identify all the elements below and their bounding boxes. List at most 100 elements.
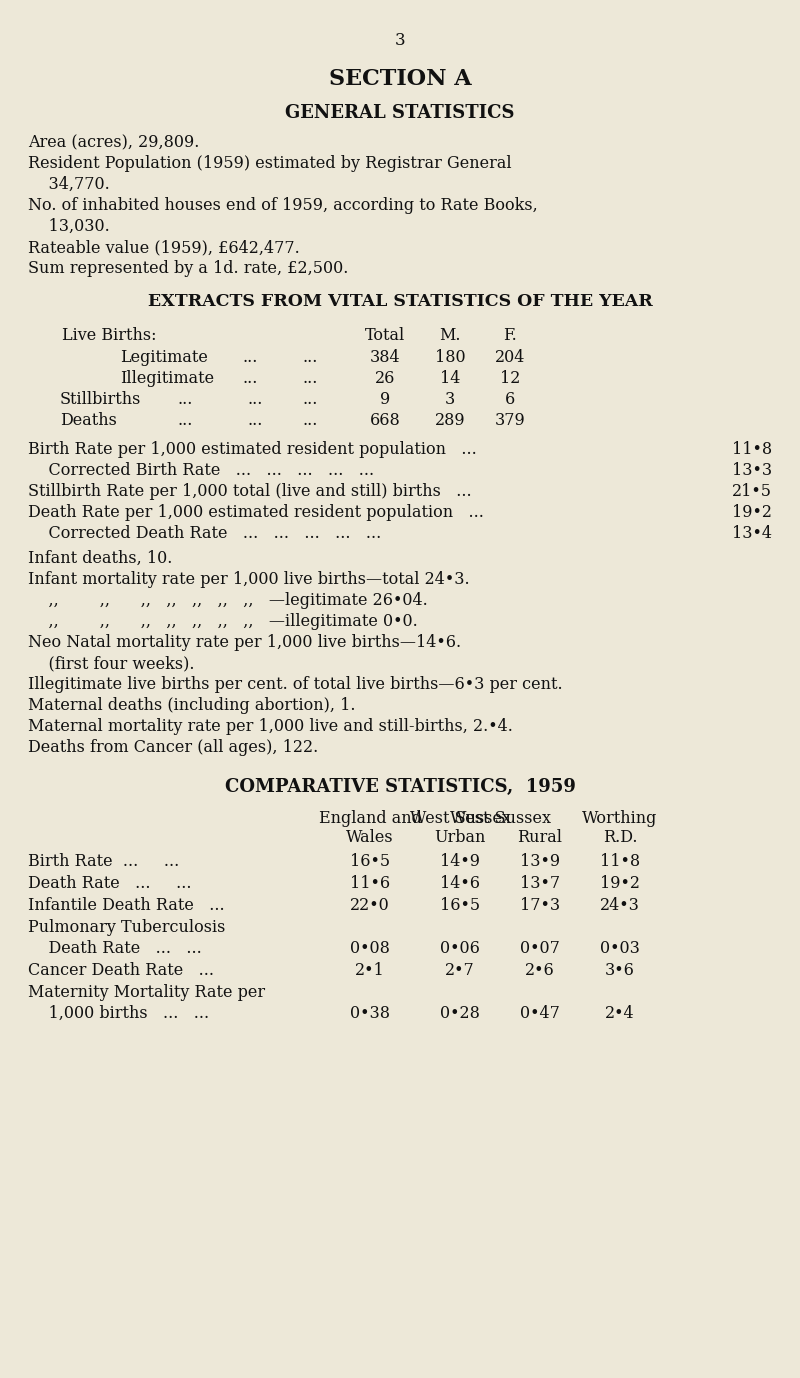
- Text: 6: 6: [505, 391, 515, 408]
- Text: Maternal mortality rate per 1,000 live and still-births, 2.•4.: Maternal mortality rate per 1,000 live a…: [28, 718, 513, 734]
- Text: 0•08: 0•08: [350, 940, 390, 956]
- Text: 22•0: 22•0: [350, 897, 390, 914]
- Text: Deaths: Deaths: [60, 412, 117, 429]
- Text: ...: ...: [247, 391, 262, 408]
- Text: ...: ...: [178, 391, 193, 408]
- Text: 204: 204: [495, 349, 525, 367]
- Text: 11•8: 11•8: [732, 441, 772, 457]
- Text: EXTRACTS FROM VITAL STATISTICS OF THE YEAR: EXTRACTS FROM VITAL STATISTICS OF THE YE…: [148, 294, 652, 310]
- Text: 19•2: 19•2: [732, 504, 772, 521]
- Text: 2•6: 2•6: [525, 962, 555, 978]
- Text: ...: ...: [242, 349, 258, 367]
- Text: 0•07: 0•07: [520, 940, 560, 956]
- Text: 21•5: 21•5: [732, 484, 772, 500]
- Text: 13,030.: 13,030.: [28, 218, 110, 236]
- Text: Live Births:: Live Births:: [62, 327, 157, 344]
- Text: ...: ...: [302, 349, 318, 367]
- Text: 17•3: 17•3: [520, 897, 560, 914]
- Text: West Sussex: West Sussex: [450, 810, 550, 827]
- Text: F.: F.: [503, 327, 517, 344]
- Text: Cancer Death Rate   ...: Cancer Death Rate ...: [28, 962, 214, 978]
- Text: 0•28: 0•28: [440, 1005, 480, 1022]
- Text: 1,000 births   ...   ...: 1,000 births ... ...: [28, 1005, 209, 1022]
- Text: Legitimate: Legitimate: [120, 349, 208, 367]
- Text: 16•5: 16•5: [440, 897, 480, 914]
- Text: ,,        ,,      ,,   ,,   ,,   ,,   ,,   —legitimate 26•04.: ,, ,, ,, ,, ,, ,, ,, —legitimate 26•04.: [28, 593, 428, 609]
- Text: ...: ...: [302, 371, 318, 387]
- Text: West Sussex: West Sussex: [410, 810, 510, 827]
- Text: 180: 180: [434, 349, 466, 367]
- Text: SECTION A: SECTION A: [329, 68, 471, 90]
- Text: ...: ...: [242, 371, 258, 387]
- Text: Corrected Death Rate   ...   ...   ...   ...   ...: Corrected Death Rate ... ... ... ... ...: [28, 525, 382, 542]
- Text: 13•9: 13•9: [520, 853, 560, 870]
- Text: ...: ...: [178, 412, 193, 429]
- Text: 668: 668: [370, 412, 400, 429]
- Text: Total: Total: [365, 327, 405, 344]
- Text: 0•47: 0•47: [520, 1005, 560, 1022]
- Text: Rateable value (1959), £642,477.: Rateable value (1959), £642,477.: [28, 238, 300, 256]
- Text: Maternity Mortality Rate per: Maternity Mortality Rate per: [28, 984, 265, 1000]
- Text: Urban: Urban: [434, 830, 486, 846]
- Text: 11•8: 11•8: [600, 853, 640, 870]
- Text: Death Rate   ...     ...: Death Rate ... ...: [28, 875, 191, 892]
- Text: 0•06: 0•06: [440, 940, 480, 956]
- Text: Resident Population (1959) estimated by Registrar General: Resident Population (1959) estimated by …: [28, 154, 512, 172]
- Text: ,,        ,,      ,,   ,,   ,,   ,,   ,,   —illegitimate 0•0.: ,, ,, ,, ,, ,, ,, ,, —illegitimate 0•0.: [28, 613, 418, 630]
- Text: Corrected Birth Rate   ...   ...   ...   ...   ...: Corrected Birth Rate ... ... ... ... ...: [28, 462, 374, 480]
- Text: 2•4: 2•4: [605, 1005, 635, 1022]
- Text: Infant deaths, 10.: Infant deaths, 10.: [28, 550, 172, 566]
- Text: 26: 26: [375, 371, 395, 387]
- Text: Stillbirths: Stillbirths: [60, 391, 142, 408]
- Text: 19•2: 19•2: [600, 875, 640, 892]
- Text: Maternal deaths (including abortion), 1.: Maternal deaths (including abortion), 1.: [28, 697, 355, 714]
- Text: 3: 3: [394, 32, 406, 50]
- Text: 0•03: 0•03: [600, 940, 640, 956]
- Text: 14: 14: [440, 371, 460, 387]
- Text: 2•7: 2•7: [445, 962, 475, 978]
- Text: 13•7: 13•7: [520, 875, 560, 892]
- Text: 16•5: 16•5: [350, 853, 390, 870]
- Text: COMPARATIVE STATISTICS,  1959: COMPARATIVE STATISTICS, 1959: [225, 779, 575, 796]
- Text: Birth Rate  ...     ...: Birth Rate ... ...: [28, 853, 179, 870]
- Text: ...: ...: [302, 391, 318, 408]
- Text: GENERAL STATISTICS: GENERAL STATISTICS: [286, 103, 514, 123]
- Text: Rural: Rural: [518, 830, 562, 846]
- Text: 13•4: 13•4: [732, 525, 772, 542]
- Text: 289: 289: [434, 412, 466, 429]
- Text: Neo Natal mortality rate per 1,000 live births—14•6.: Neo Natal mortality rate per 1,000 live …: [28, 634, 461, 650]
- Text: Birth Rate per 1,000 estimated resident population   ...: Birth Rate per 1,000 estimated resident …: [28, 441, 477, 457]
- Text: 34,770.: 34,770.: [28, 176, 110, 193]
- Text: 384: 384: [370, 349, 400, 367]
- Text: No. of inhabited houses end of 1959, according to Rate Books,: No. of inhabited houses end of 1959, acc…: [28, 197, 538, 214]
- Text: 0•38: 0•38: [350, 1005, 390, 1022]
- Text: Infant mortality rate per 1,000 live births—total 24•3.: Infant mortality rate per 1,000 live bir…: [28, 570, 470, 588]
- Text: Illegitimate: Illegitimate: [120, 371, 214, 387]
- Text: 13•3: 13•3: [732, 462, 772, 480]
- Text: Infantile Death Rate   ...: Infantile Death Rate ...: [28, 897, 225, 914]
- Text: 379: 379: [494, 412, 526, 429]
- Text: Pulmonary Tuberculosis: Pulmonary Tuberculosis: [28, 919, 226, 936]
- Text: Worthing: Worthing: [582, 810, 658, 827]
- Text: England and: England and: [318, 810, 422, 827]
- Text: ...: ...: [302, 412, 318, 429]
- Text: 14•6: 14•6: [440, 875, 480, 892]
- Text: (first four weeks).: (first four weeks).: [28, 655, 194, 672]
- Text: Wales: Wales: [346, 830, 394, 846]
- Text: 3: 3: [445, 391, 455, 408]
- Text: Stillbirth Rate per 1,000 total (live and still) births   ...: Stillbirth Rate per 1,000 total (live an…: [28, 484, 472, 500]
- Text: Area (acres), 29,809.: Area (acres), 29,809.: [28, 134, 199, 152]
- Text: Illegitimate live births per cent. of total live births—6•3 per cent.: Illegitimate live births per cent. of to…: [28, 677, 562, 693]
- Text: R.D.: R.D.: [602, 830, 638, 846]
- Text: 24•3: 24•3: [600, 897, 640, 914]
- Text: Death Rate per 1,000 estimated resident population   ...: Death Rate per 1,000 estimated resident …: [28, 504, 484, 521]
- Text: 2•1: 2•1: [355, 962, 385, 978]
- Text: Death Rate   ...   ...: Death Rate ... ...: [28, 940, 202, 956]
- Text: 9: 9: [380, 391, 390, 408]
- Text: 3•6: 3•6: [605, 962, 635, 978]
- Text: 11•6: 11•6: [350, 875, 390, 892]
- Text: 14•9: 14•9: [440, 853, 480, 870]
- Text: Deaths from Cancer (all ages), 122.: Deaths from Cancer (all ages), 122.: [28, 739, 318, 757]
- Text: M.: M.: [439, 327, 461, 344]
- Text: Sum represented by a 1d. rate, £2,500.: Sum represented by a 1d. rate, £2,500.: [28, 260, 348, 277]
